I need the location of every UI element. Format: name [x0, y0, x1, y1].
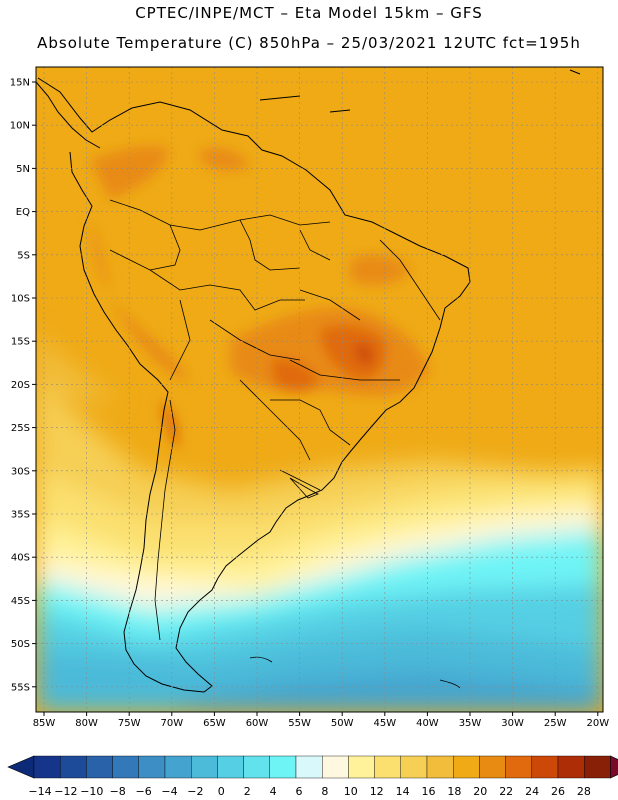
latitude-label: 15N: [10, 78, 30, 89]
longitude-label: 20W: [586, 718, 609, 729]
colorbar-swatch: [33, 755, 61, 779]
latitude-label: 55S: [11, 682, 30, 693]
longitude-label: 85W: [33, 718, 56, 729]
latitude-label: 10N: [10, 121, 30, 132]
colorbar-label: 24: [525, 785, 539, 798]
colorbar-swatch: [400, 755, 428, 779]
colorbar-swatch: [322, 755, 349, 779]
colorbar-label: 2: [244, 785, 251, 798]
colorbar-swatch: [479, 755, 506, 779]
map-subtitle: Absolute Temperature (C) 850hPa – 25/03/…: [37, 34, 581, 52]
colorbar-swatch: [86, 755, 113, 779]
latitude-label: 50S: [11, 639, 30, 650]
colorbar-label: 20: [473, 785, 487, 798]
longitude-label: 60W: [246, 718, 269, 729]
latitude-label: 40S: [11, 553, 30, 564]
colorbar-label: 6: [296, 785, 303, 798]
colorbar-swatch: [164, 755, 192, 779]
colorbar-label: −8: [110, 785, 126, 798]
colorbar-label: 28: [577, 785, 591, 798]
colorbar-swatch: [112, 755, 139, 779]
latitude-label: 35S: [11, 510, 30, 521]
latitude-label: 45S: [11, 596, 30, 607]
colorbar-swatch: [348, 755, 375, 779]
colorbar-label: −6: [135, 785, 151, 798]
longitude-axis: 85W 80W 75W 70W 65W 60W 55W 50W 45W 40W 35W 30W 25W 2…: [33, 712, 609, 729]
colorbar-swatch: [60, 755, 87, 779]
south-atlantic-island: [249, 656, 273, 663]
longitude-label: 80W: [75, 718, 98, 729]
colorbar-label: 22: [499, 785, 513, 798]
latitude-label: 20S: [11, 380, 30, 391]
latitude-label: 15S: [11, 337, 30, 348]
temperature-colorbar: −14 −12 −10 −8 −6 −4 −2 0 2 4 6 8 10 12 14 16 18 20 22 24 26…: [7, 755, 618, 798]
colorbar-swatch: [531, 755, 559, 779]
colorbar-label: −2: [187, 785, 203, 798]
longitude-label: 35W: [459, 718, 482, 729]
colorbar-label: 0: [218, 785, 225, 798]
coastline: [36, 69, 581, 693]
colorbar-swatch: [269, 755, 297, 779]
colorbar-swatch: [374, 755, 402, 779]
colorbar-label: 8: [321, 785, 328, 798]
latitude-label: 25S: [11, 423, 30, 434]
colorbar-left-arrow: [7, 755, 35, 779]
longitude-label: 30W: [501, 718, 524, 729]
colorbar-swatch: [557, 755, 585, 779]
latitude-label: 10S: [11, 294, 30, 305]
longitude-label: 70W: [160, 718, 183, 729]
colorbar-swatch: [584, 755, 611, 779]
colorbar-label: −12: [54, 785, 77, 798]
latitude-label: 30S: [11, 466, 30, 477]
colorbar-swatch: [505, 755, 533, 779]
colorbar-label: 10: [344, 785, 358, 798]
temperature-field: [36, 67, 603, 712]
colorbar-label: 12: [370, 785, 384, 798]
falkland-islands: [439, 679, 461, 689]
colorbar-label: 26: [551, 785, 565, 798]
colorbar-swatch: [243, 755, 271, 779]
colorbar-label: −4: [161, 785, 177, 798]
latitude-label: EQ: [16, 207, 30, 218]
map-frame: [35, 66, 604, 713]
colorbar-swatch: [295, 755, 323, 779]
colorbar-label: −10: [80, 785, 103, 798]
colorbar-swatch: [138, 755, 166, 779]
longitude-label: 55W: [288, 718, 311, 729]
country-borders: [109, 199, 441, 641]
longitude-label: 65W: [203, 718, 226, 729]
colorbar-label: −14: [28, 785, 51, 798]
latitude-axis: 15N 10N 5N EQ 5S 10S 15S 20S 25S 30S 35S 40S 45S 50S 5…: [10, 78, 36, 693]
longitude-label: 45W: [373, 718, 396, 729]
colorbar-label: 16: [422, 785, 436, 798]
colorbar-swatch: [190, 755, 218, 779]
colorbar-right-arrow: [610, 755, 618, 779]
longitude-label: 50W: [331, 718, 354, 729]
longitude-label: 25W: [544, 718, 567, 729]
latitude-label: 5S: [17, 250, 30, 261]
colorbar-swatch: [217, 755, 244, 779]
colorbar-label: 14: [396, 785, 410, 798]
rio-de-la-plata: [289, 477, 319, 499]
colorbar-swatch: [426, 755, 454, 779]
map-title: CPTEC/INPE/MCT – Eta Model 15km – GFS: [135, 4, 483, 22]
longitude-label: 40W: [416, 718, 439, 729]
latitude-label: 5N: [16, 164, 30, 175]
colorbar-swatch: [453, 755, 480, 779]
colorbar-label: 18: [447, 785, 461, 798]
colorbar-label: 4: [270, 785, 277, 798]
longitude-label: 75W: [118, 718, 141, 729]
